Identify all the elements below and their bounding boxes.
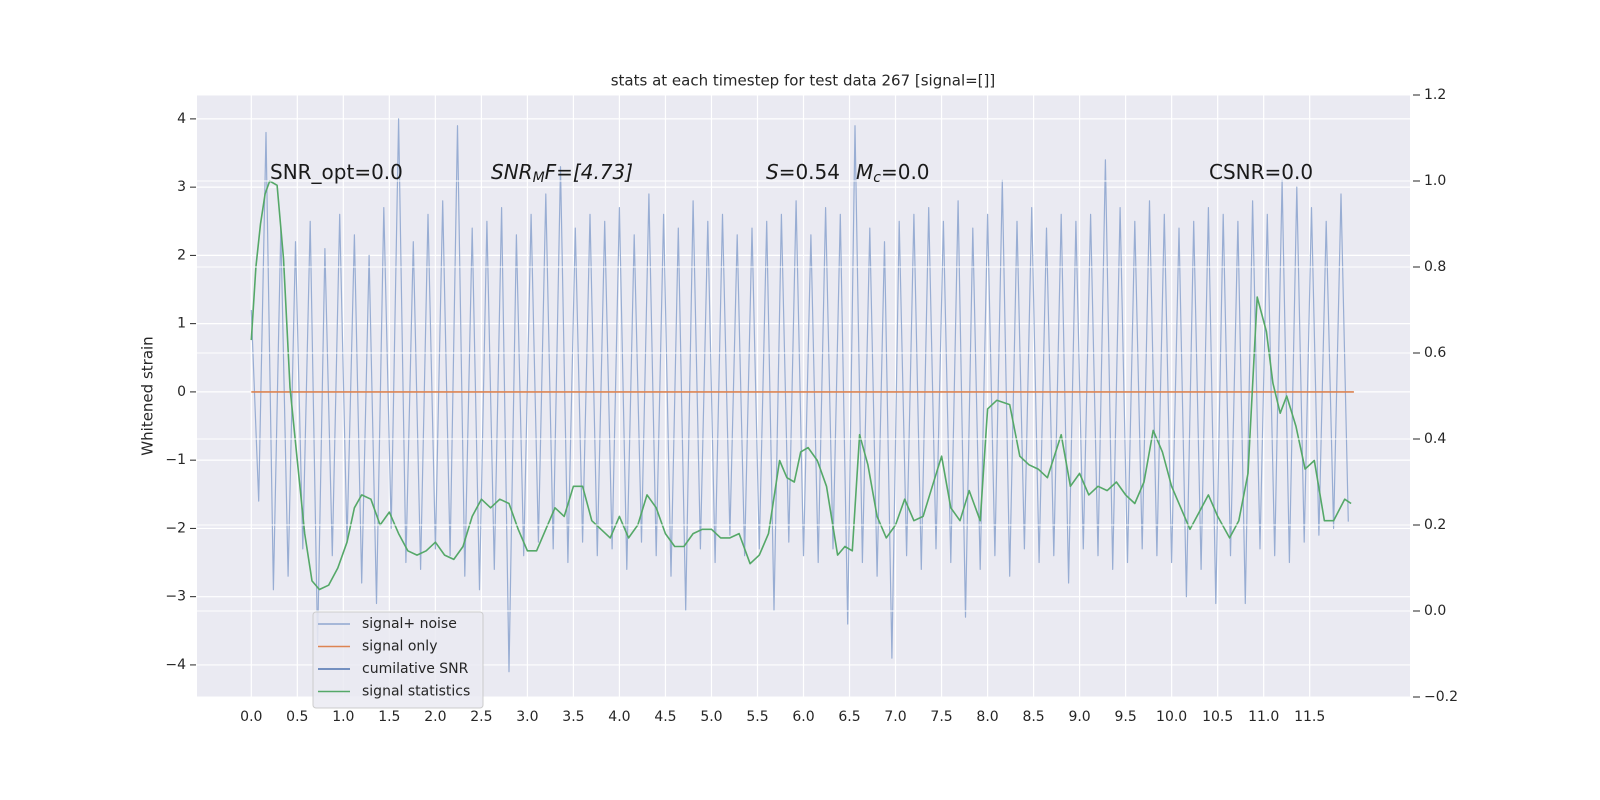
x-tick-label: 6.0 [792, 709, 814, 725]
x-tick-label: 4.5 [654, 709, 676, 725]
y2-tick-label: 0.6 [1424, 345, 1446, 361]
x-tick-label: 5.5 [746, 709, 768, 725]
series-line [250, 180, 1352, 591]
annotation-part: S [766, 160, 779, 184]
y2-tick-label: −0.2 [1424, 689, 1458, 705]
annotation: S=0.54 Mc=0.0 [766, 160, 930, 187]
y-tick-label: 1 [177, 316, 186, 332]
x-tick-label: 5.0 [700, 709, 722, 725]
series-line [250, 118, 1349, 673]
annotation-part: =0.54 [779, 160, 840, 184]
annotation: CSNR=0.0 [1209, 160, 1313, 184]
y2-tick-label: 1.0 [1424, 173, 1446, 189]
annotation-part: M [856, 160, 873, 184]
x-tick-label: 2.5 [470, 709, 492, 725]
legend-label: cumilative SNR [362, 661, 469, 677]
x-tick-label: 1.0 [332, 709, 354, 725]
x-tick-label: 7.5 [930, 709, 952, 725]
x-tick-label: 7.0 [884, 709, 906, 725]
y-tick-label: −2 [165, 520, 186, 536]
annotation-part: CSNR=0.0 [1209, 160, 1313, 184]
x-tick-label: 6.5 [838, 709, 860, 725]
lines-layer [250, 118, 1354, 673]
y-tick-label: 2 [177, 247, 186, 263]
y-tick-label: −3 [165, 589, 186, 605]
y-tick-label: −4 [165, 657, 186, 673]
x-tick-label: 11.5 [1294, 709, 1325, 725]
annotation-part: F=[4.73] [545, 160, 633, 184]
chart-title: stats at each timestep for test data 267… [611, 72, 996, 90]
x-tick-label: 1.5 [378, 709, 400, 725]
x-tick-label: 4.0 [608, 709, 630, 725]
x-tick-label: 10.5 [1202, 709, 1233, 725]
annotation-part: c [873, 170, 881, 186]
annotation-part: =0.0 [881, 160, 930, 184]
x-tick-label: 0.5 [286, 709, 308, 725]
y-tick-label: 3 [177, 179, 186, 195]
y-tick-label: 4 [177, 111, 186, 127]
legend-box [312, 611, 484, 709]
x-tick-label: 3.5 [562, 709, 584, 725]
y-tick-label: −1 [165, 452, 186, 468]
x-tick-label: 2.0 [424, 709, 446, 725]
y2-tick-label: 0.8 [1424, 259, 1446, 275]
annotation: SNR_opt=0.0 [270, 160, 403, 184]
y2-tick-label: 1.2 [1424, 87, 1446, 103]
annotation: SNRMF=[4.73] [491, 160, 633, 187]
x-tick-label: 9.5 [1114, 709, 1136, 725]
legend-label: signal statistics [362, 684, 470, 700]
x-tick-label: 8.0 [976, 709, 998, 725]
x-tick-label: 0.0 [240, 709, 262, 725]
x-tick-label: 10.0 [1156, 709, 1187, 725]
legend: signal+ noise signal only cumilative SNR si… [312, 611, 484, 709]
y2-tick-label: 0.4 [1424, 431, 1446, 447]
x-tick-label: 3.0 [516, 709, 538, 725]
annotation-part: SNR [491, 160, 533, 184]
annotation-part: SNR_opt=0.0 [270, 160, 403, 184]
legend-label: signal only [362, 639, 437, 655]
y-tick-label: 0 [177, 384, 186, 400]
y2-tick-label: 0.2 [1424, 517, 1446, 533]
x-tick-label: 11.0 [1248, 709, 1279, 725]
y2-tick-label: 0.0 [1424, 603, 1446, 619]
annotation-part: M [533, 170, 545, 186]
y-axis-label: Whitened strain [139, 336, 157, 455]
legend-label: signal+ noise [362, 616, 457, 632]
x-tick-label: 8.5 [1022, 709, 1044, 725]
x-tick-label: 9.0 [1068, 709, 1090, 725]
